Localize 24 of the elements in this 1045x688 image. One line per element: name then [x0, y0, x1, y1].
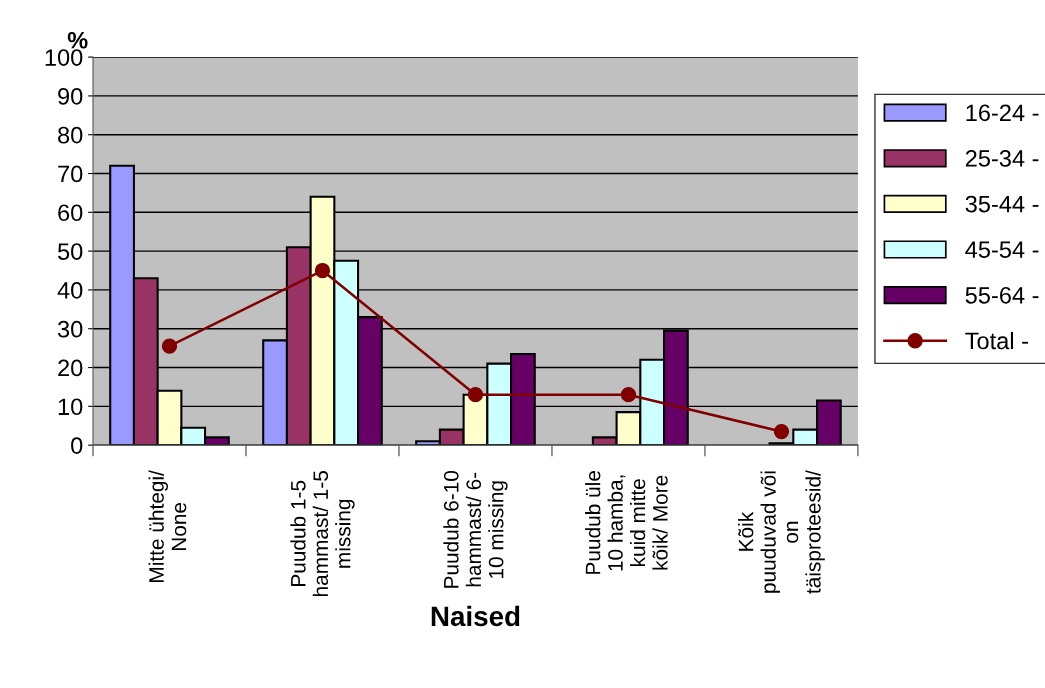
y-tick-label: 60 [58, 204, 83, 222]
y-tick-label: 0 [71, 437, 83, 454]
x-tick-label: Puudub üle 10 hamba, kuid mitte kõik/ More [585, 471, 668, 574]
x-axis-title: Naised [431, 605, 520, 627]
legend-label: 16-24 - [966, 104, 1039, 122]
y-axis-title: % [67, 31, 88, 49]
y-tick-label: 20 [58, 359, 83, 377]
y-tick-label: 30 [57, 320, 83, 338]
y-tick-label: 80 [58, 126, 83, 144]
y-tick-label: 90 [58, 87, 83, 105]
x-tick-label: Puudub 1-5 hammast/ 1-5 missing [290, 471, 355, 597]
x-tick-label: Kõik puuduvad või on täisproteesid/ [738, 470, 825, 594]
y-tick-label: 70 [58, 165, 83, 183]
legend-label: Total - [965, 331, 1028, 350]
y-tick-label: 40 [57, 281, 83, 299]
legend-label: 25-34 - [965, 150, 1039, 167]
legend-label: 55-64 - [965, 286, 1039, 304]
y-tick-label: 100 [45, 49, 83, 66]
y-tick-label: 10 [58, 398, 83, 416]
x-tick-label: Mitte ühtegi/ None [148, 470, 187, 582]
y-tick-label: 50 [57, 243, 83, 260]
x-tick-label: Puudub 6-10 hammast/ 6- 10 missing [443, 470, 508, 588]
legend-label: 45-54 - [965, 241, 1039, 259]
legend-label: 35-44 - [965, 195, 1039, 213]
